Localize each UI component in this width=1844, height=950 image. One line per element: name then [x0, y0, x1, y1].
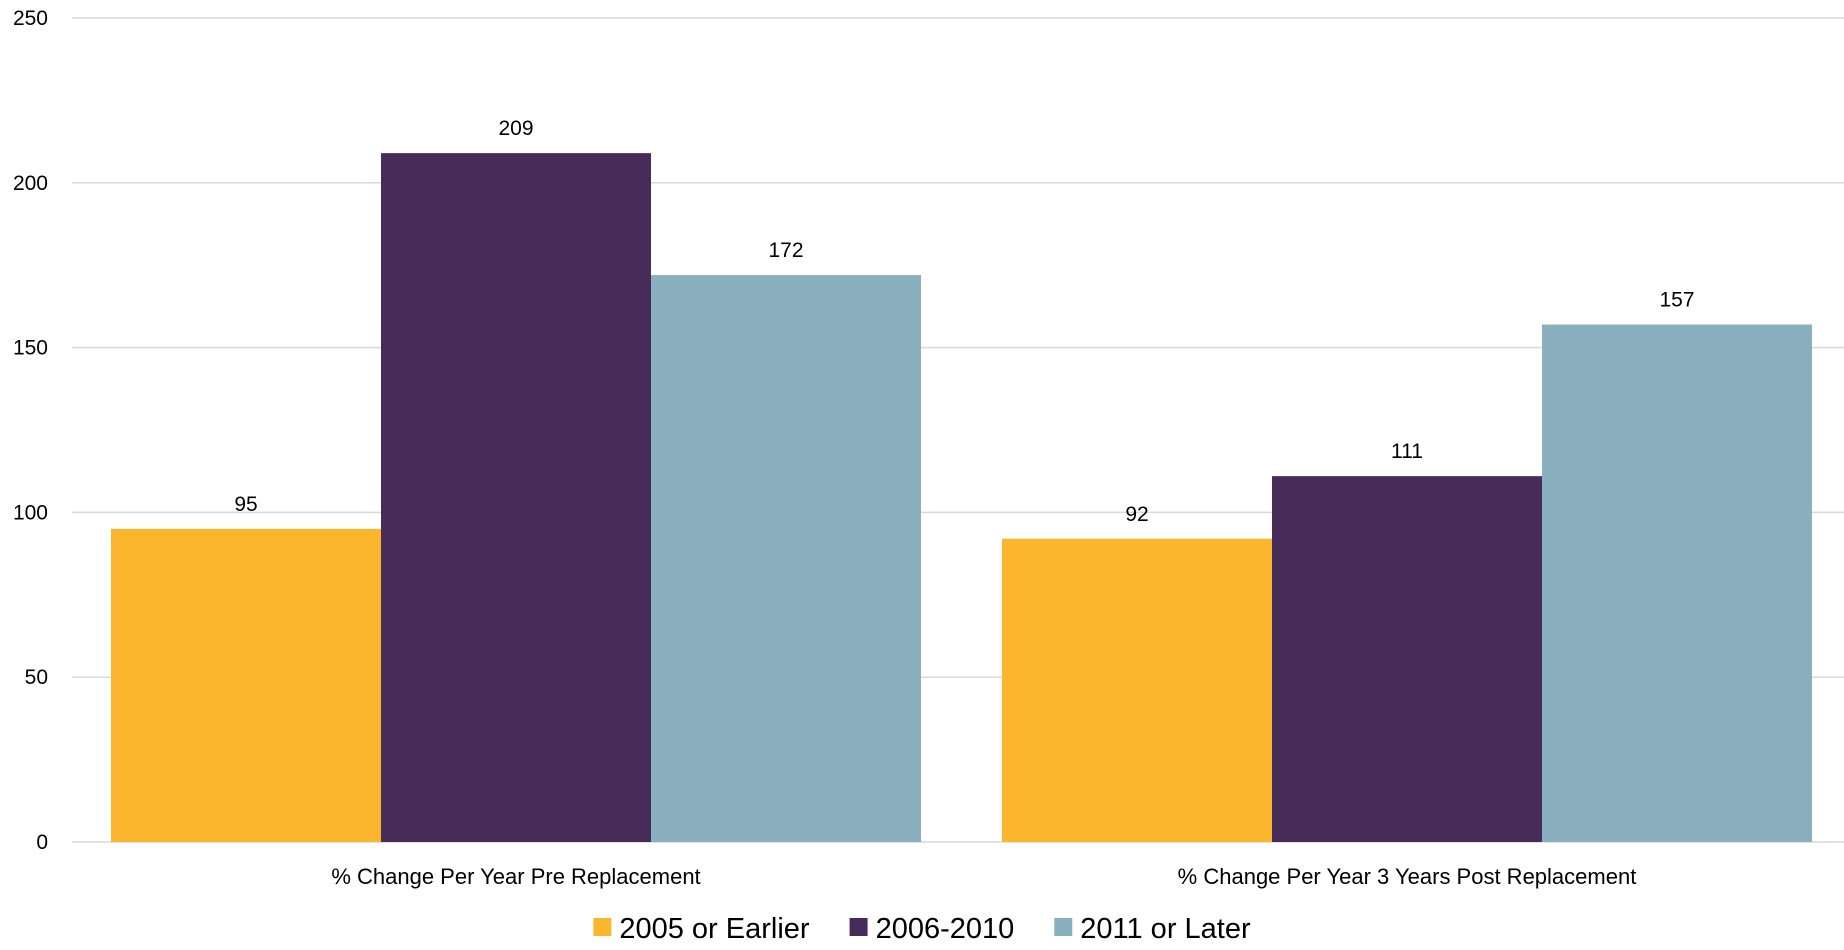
bar-3-cat-1[interactable] [651, 275, 921, 842]
y-tick-label-200: 200 [13, 172, 48, 195]
y-tick-label-50: 50 [25, 666, 48, 689]
data-label-3-cat-2: 157 [1659, 289, 1694, 312]
legend: 2005 or Earlier 2006-2010 2011 or Later [593, 913, 1251, 945]
y-tick-label-250: 250 [13, 7, 48, 30]
data-label-2-cat-2: 111 [1391, 440, 1423, 463]
legend-swatch-1 [593, 918, 612, 936]
legend-item-1[interactable]: 2005 or Earlier [593, 913, 810, 945]
bar-2-cat-1[interactable] [381, 153, 651, 843]
legend-label-1: 2005 or Earlier [619, 913, 810, 945]
legend-item-3[interactable]: 2011 or Later [1054, 913, 1251, 945]
category-label-1: % Change Per Year Pre Replacement [331, 864, 700, 889]
data-label-2-cat-1: 209 [498, 117, 533, 140]
bar-3-cat-2[interactable] [1542, 324, 1812, 842]
bar-2-cat-2[interactable] [1272, 476, 1542, 842]
y-axis-tick-labels: 0 50 100 150 200 250 [13, 7, 48, 854]
bar-1-cat-2[interactable] [1002, 538, 1272, 842]
bars [111, 153, 1812, 843]
data-label-1-cat-1: 95 [234, 493, 257, 516]
bar-1-cat-1[interactable] [111, 528, 381, 842]
x-axis-category-labels: % Change Per Year Pre Replacement % Chang… [331, 864, 1636, 889]
legend-label-3: 2011 or Later [1080, 913, 1251, 945]
data-labels: 95 209 172 92 111 157 [234, 117, 1694, 526]
y-tick-label-150: 150 [13, 337, 48, 360]
y-tick-label-0: 0 [36, 831, 48, 854]
category-label-2: % Change Per Year 3 Years Post Replaceme… [1178, 864, 1637, 889]
legend-swatch-2 [849, 918, 868, 936]
y-tick-label-100: 100 [13, 501, 48, 524]
data-label-1-cat-2: 92 [1125, 503, 1148, 526]
data-label-3-cat-1: 172 [768, 239, 803, 262]
legend-label-2: 2006-2010 [876, 913, 1015, 945]
legend-swatch-3 [1054, 918, 1073, 936]
legend-item-2[interactable]: 2006-2010 [849, 913, 1015, 945]
